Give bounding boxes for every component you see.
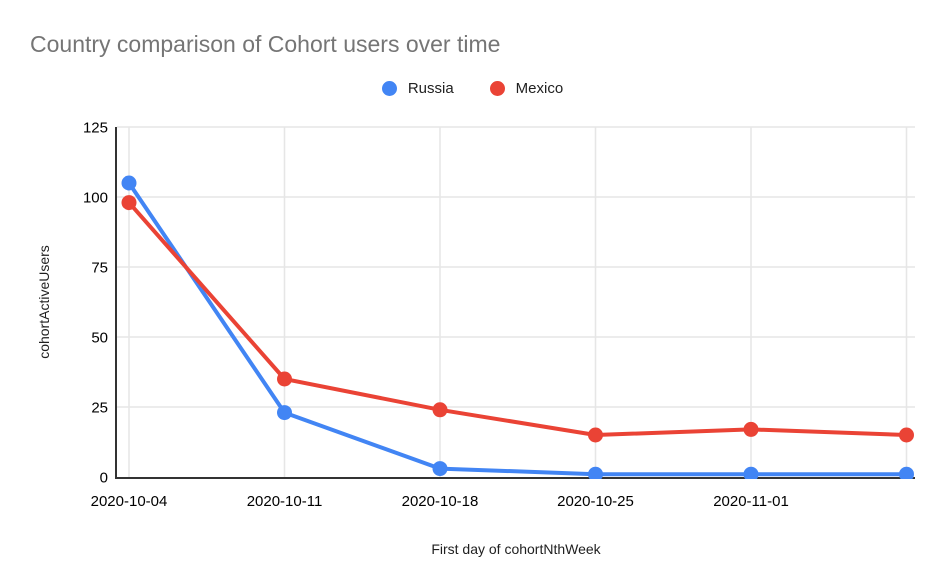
y-axis-title: cohortActiveUsers	[36, 245, 52, 359]
x-tick-label: 2020-10-11	[247, 493, 323, 510]
chart-title: Country comparison of Cohort users over …	[30, 31, 501, 57]
y-tick-label: 100	[83, 190, 108, 207]
y-tick-label: 25	[91, 400, 108, 417]
data-point-russia-3[interactable]	[588, 466, 603, 482]
x-tick-label: 2020-10-25	[557, 493, 634, 510]
data-point-russia-4[interactable]	[743, 466, 759, 482]
series-line-mexico	[127, 200, 909, 437]
data-point-mexico-4[interactable]	[743, 421, 759, 437]
legend-item-russia[interactable]: Russia	[381, 79, 454, 97]
legend: Russia Mexico	[0, 79, 945, 97]
legend-label: Mexico	[515, 79, 564, 97]
y-tick-label: 50	[91, 330, 108, 347]
x-axis-title: First day of cohortNthWeek	[431, 541, 601, 557]
data-point-mexico-3[interactable]	[588, 427, 603, 443]
series-group	[121, 175, 914, 482]
data-point-russia-1[interactable]	[277, 405, 292, 421]
x-tick-label: 2020-11-01	[713, 493, 789, 510]
legend-item-mexico[interactable]: Mexico	[489, 79, 564, 97]
x-tick-label: 2020-10-04	[91, 493, 168, 510]
legend-dot-mexico	[489, 80, 505, 96]
y-tick-label: 75	[91, 260, 108, 277]
data-point-mexico-1[interactable]	[277, 371, 292, 387]
data-point-russia-2[interactable]	[432, 461, 448, 477]
y-tick-label: 125	[83, 120, 108, 137]
data-point-mexico-2[interactable]	[432, 402, 448, 418]
data-point-mexico-0[interactable]	[121, 195, 137, 211]
y-tick-label: 0	[100, 470, 108, 487]
legend-dot-russia	[381, 80, 397, 96]
x-tick-label: 2020-10-18	[402, 493, 479, 510]
data-point-russia-5[interactable]	[899, 466, 914, 482]
legend-label: Russia	[407, 79, 454, 97]
series-line-russia	[127, 181, 909, 477]
data-point-mexico-5[interactable]	[899, 427, 914, 443]
data-point-russia-0[interactable]	[121, 175, 137, 191]
